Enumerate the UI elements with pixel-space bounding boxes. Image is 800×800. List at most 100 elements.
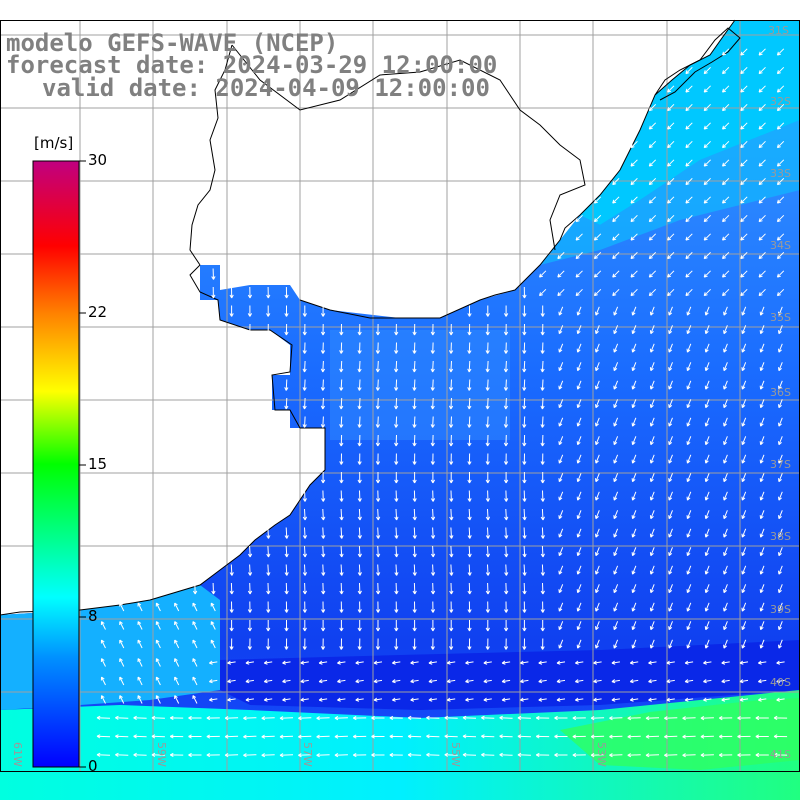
wind-arrow: [229, 582, 234, 595]
wind-arrow: [649, 454, 655, 464]
colorbar-tick-8: 8: [88, 607, 98, 625]
wind-arrow: [686, 325, 692, 335]
wind-arrow: [685, 66, 693, 75]
wind-arrow: [741, 380, 747, 390]
wind-arrow: [503, 397, 509, 410]
wind-arrow: [174, 639, 180, 649]
wind-arrow: [522, 601, 527, 613]
wind-arrow: [668, 380, 673, 390]
wind-arrow: [517, 734, 531, 739]
wind-arrow: [740, 270, 748, 278]
wind-arrow: [467, 434, 472, 447]
wind-arrow: [467, 601, 472, 613]
colorbar-tick-30: 30: [88, 151, 108, 169]
wind-arrow: [430, 379, 435, 391]
wind-arrow: [540, 342, 545, 354]
wind-arrow: [575, 251, 583, 260]
lat-lon-grid: [0, 20, 800, 772]
wind-arrow: [119, 602, 125, 612]
wind-arrow: [595, 584, 600, 594]
wind-arrow: [300, 660, 309, 665]
wind-arrow: [612, 251, 620, 260]
wind-arrow: [247, 323, 252, 336]
wind-arrow: [723, 639, 728, 649]
wind-arrow: [302, 416, 307, 428]
wind-arrow: [629, 660, 639, 665]
wind-arrow: [686, 343, 692, 353]
lat-label-37s: 37S: [770, 458, 791, 471]
wind-arrow: [394, 564, 399, 576]
wind-arrow: [611, 679, 620, 684]
wind-arrow: [572, 734, 586, 739]
wind-arrow: [558, 380, 564, 390]
wind-arrow: [740, 159, 748, 167]
wind-arrow: [778, 325, 783, 335]
wind-arrow: [741, 343, 747, 353]
wind-arrow: [483, 660, 492, 665]
wind-arrow: [133, 715, 147, 721]
wind-arrow: [337, 679, 346, 684]
wind-arrow: [412, 490, 417, 502]
wind-arrow: [412, 638, 417, 650]
wind-arrow: [446, 679, 456, 684]
wind-arrow: [334, 715, 348, 721]
wind-arrow: [648, 196, 657, 204]
wind-arrow: [630, 140, 638, 149]
wind-arrow: [682, 734, 696, 739]
wind-arrow: [686, 510, 692, 520]
wind-arrow: [357, 638, 362, 650]
wind-arrow: [229, 620, 234, 632]
wind-arrow: [245, 679, 254, 684]
wind-arrow: [522, 342, 527, 354]
wind-arrow: [686, 621, 692, 631]
wind-arrow: [758, 214, 766, 223]
wind-arrow: [613, 584, 619, 594]
wind-arrow: [430, 397, 435, 410]
wind-arrow: [722, 214, 730, 223]
wind-arrow: [778, 380, 783, 390]
title-model: modelo GEFS-WAVE (NCEP): [6, 29, 339, 57]
wind-arrow: [426, 715, 440, 720]
wind-arrow: [778, 510, 783, 520]
wind-arrow: [522, 434, 527, 447]
wind-arrow: [759, 473, 765, 483]
wind-arrow: [668, 602, 673, 612]
wind-arrow: [339, 545, 344, 558]
wind-arrow: [538, 697, 547, 702]
wind-arrow: [595, 547, 600, 557]
wind-arrow: [392, 660, 401, 665]
wind-arrow: [320, 397, 326, 410]
wind-arrow: [759, 491, 765, 501]
wind-arrow: [704, 362, 710, 372]
wind-arrow: [593, 196, 602, 204]
wind-arrow: [631, 528, 637, 538]
wind-arrow: [686, 528, 692, 538]
wind-arrow: [137, 658, 143, 667]
wind-arrow: [392, 697, 401, 702]
wind-arrow: [778, 565, 783, 575]
wind-arrow: [758, 233, 766, 241]
wind-arrow: [718, 715, 733, 721]
wind-arrow: [245, 697, 254, 702]
wind-arrow: [612, 270, 620, 278]
wind-arrow: [449, 582, 454, 595]
wind-arrow: [352, 752, 367, 758]
wind-arrow: [247, 286, 253, 299]
wind-arrow: [430, 360, 435, 373]
wind-arrow: [430, 545, 436, 558]
wind-arrow: [558, 362, 564, 372]
wind-arrow: [595, 399, 600, 409]
wind-arrow: [740, 214, 748, 223]
wind-arrow: [740, 196, 748, 204]
wind-arrow: [501, 660, 511, 665]
wind-arrow: [522, 416, 527, 428]
wind-arrow: [522, 397, 527, 410]
wind-arrow: [169, 752, 184, 758]
wind-arrow: [778, 491, 783, 501]
wind-arrow: [629, 697, 639, 702]
wind-arrow: [430, 564, 436, 576]
wind-arrow: [449, 564, 454, 576]
wind-arrow: [155, 639, 161, 649]
wind-arrow: [357, 601, 362, 613]
wind-arrow: [245, 660, 254, 665]
